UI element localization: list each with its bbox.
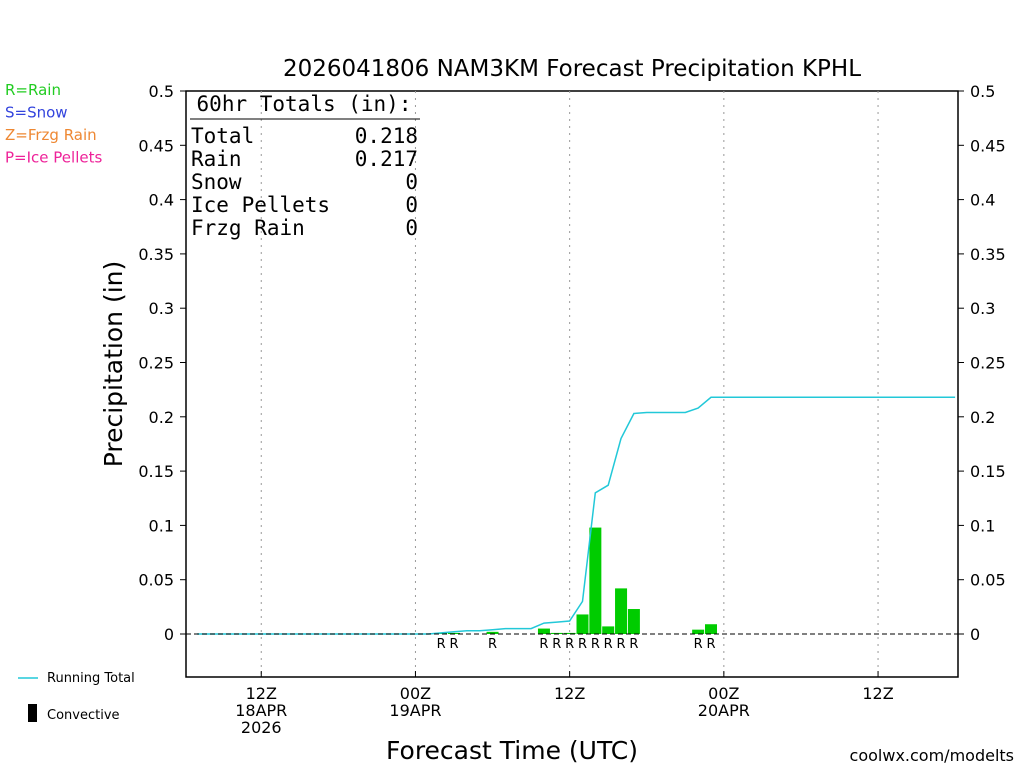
ptype-legend-item: Z=Frzg Rain	[5, 126, 97, 144]
chart-title: 2026041806 NAM3KM Forecast Precipitation…	[283, 56, 861, 82]
precip-bar	[615, 588, 628, 634]
y-tick-label: 0.35	[138, 245, 174, 264]
totals-row-label: Frzg Rain	[191, 216, 305, 240]
running-total-legend-label: Running Total	[47, 671, 135, 686]
precip-bar	[705, 624, 717, 634]
y-tick-label: 0.45	[138, 136, 174, 155]
x-tick-label: 12Z	[554, 684, 585, 703]
precip-bar	[576, 614, 589, 634]
y-tick-label: 0.4	[149, 191, 174, 210]
ptype-mark: R	[552, 637, 561, 652]
ptype-legend-item: R=Rain	[5, 81, 61, 99]
y-tick-label-right: 0.05	[970, 571, 1006, 590]
precip-bar	[550, 632, 563, 634]
convective-legend-swatch	[28, 704, 37, 722]
ptype-mark: R	[449, 637, 458, 652]
x-tick-label: 00Z	[400, 684, 431, 703]
y-tick-label: 0.2	[149, 408, 174, 427]
y-tick-label: 0.1	[149, 516, 174, 535]
y-axis-ticks: 0 00.05 0.050.1 0.10.15 0.150.2 0.20.25 0.250.…	[138, 82, 1005, 644]
ptype-mark: R	[591, 637, 600, 652]
totals-row-value: 0.218	[355, 124, 418, 148]
plot-frame	[185, 90, 959, 678]
precip-bar	[627, 609, 640, 634]
x-tick-label: 20APR	[698, 701, 750, 720]
x-tick-label: 12Z	[862, 684, 893, 703]
y-tick-label-right: 0.4	[970, 191, 995, 210]
x-tick-label: 2026	[241, 718, 282, 737]
ptype-mark: R	[617, 637, 626, 652]
y-tick-label: 0	[164, 625, 174, 644]
y-axis-label: Precipitation (in)	[99, 261, 128, 468]
x-tick-label: 00Z	[708, 684, 739, 703]
totals-row-value: 0.217	[355, 147, 418, 171]
precip-bar	[486, 631, 499, 634]
ptype-mark: R	[578, 637, 587, 652]
convective-legend-label: Convective	[47, 708, 120, 723]
y-tick-label-right: 0	[970, 625, 980, 644]
credit-text: coolwx.com/modelts	[850, 746, 1014, 765]
running-total-line	[197, 396, 956, 635]
totals-header: 60hr Totals (in):	[197, 92, 412, 116]
ptype-mark: R	[694, 637, 703, 652]
running-total-series	[197, 396, 956, 635]
x-tick-label: 12Z	[246, 684, 277, 703]
precip-bar	[692, 629, 705, 634]
x-tick-label: 19APR	[389, 701, 441, 720]
precip-bar	[448, 632, 460, 634]
totals-row-value: 0	[405, 170, 418, 194]
ptype-legend: R=Rain S=Snow Z=Frzg Rain P=Ice Pellets	[5, 81, 102, 167]
precip-bar	[537, 628, 550, 634]
ptype-mark: R	[604, 637, 613, 652]
y-tick-label: 0.5	[149, 82, 174, 101]
y-tick-label: 0.25	[138, 354, 174, 373]
ptype-mark: R	[629, 637, 638, 652]
totals-row-value: 0	[405, 193, 418, 217]
ptype-mark: R	[706, 637, 715, 652]
y-tick-label-right: 0.2	[970, 408, 995, 427]
totals-row-label: Ice Pellets	[191, 193, 330, 217]
totals-row-label: Total	[191, 124, 254, 148]
y-tick-label-right: 0.3	[970, 299, 995, 318]
precip-bar	[563, 632, 576, 634]
x-tick-label: 18APR	[235, 701, 287, 720]
y-tick-label-right: 0.5	[970, 82, 995, 101]
ptype-mark: R	[539, 637, 548, 652]
y-tick-label-right: 0.35	[970, 245, 1006, 264]
y-tick-label-right: 0.25	[970, 354, 1006, 373]
totals-box: 60hr Totals (in): Total 0.218 Rain 0.217 Sno…	[190, 92, 420, 240]
totals-row-label: Rain	[191, 147, 242, 171]
x-axis-label: Forecast Time (UTC)	[386, 736, 638, 765]
totals-row-label: Snow	[191, 170, 242, 194]
grid-lines	[260, 91, 879, 677]
y-tick-label: 0.3	[149, 299, 174, 318]
y-tick-label-right: 0.1	[970, 516, 995, 535]
ptype-legend-item: S=Snow	[5, 104, 68, 122]
y-tick-label: 0.15	[138, 462, 174, 481]
ptype-mark: R	[565, 637, 574, 652]
precip-bar	[589, 527, 602, 634]
y-tick-label: 0.05	[138, 571, 174, 590]
bar-series	[435, 527, 717, 634]
ptype-mark: R	[437, 637, 446, 652]
ptype-mark: R	[488, 637, 497, 652]
y-tick-label-right: 0.15	[970, 462, 1006, 481]
totals-row-value: 0	[405, 216, 418, 240]
y-tick-label-right: 0.45	[970, 136, 1006, 155]
ptype-legend-item: P=Ice Pellets	[5, 149, 102, 167]
precip-bar	[602, 626, 615, 634]
